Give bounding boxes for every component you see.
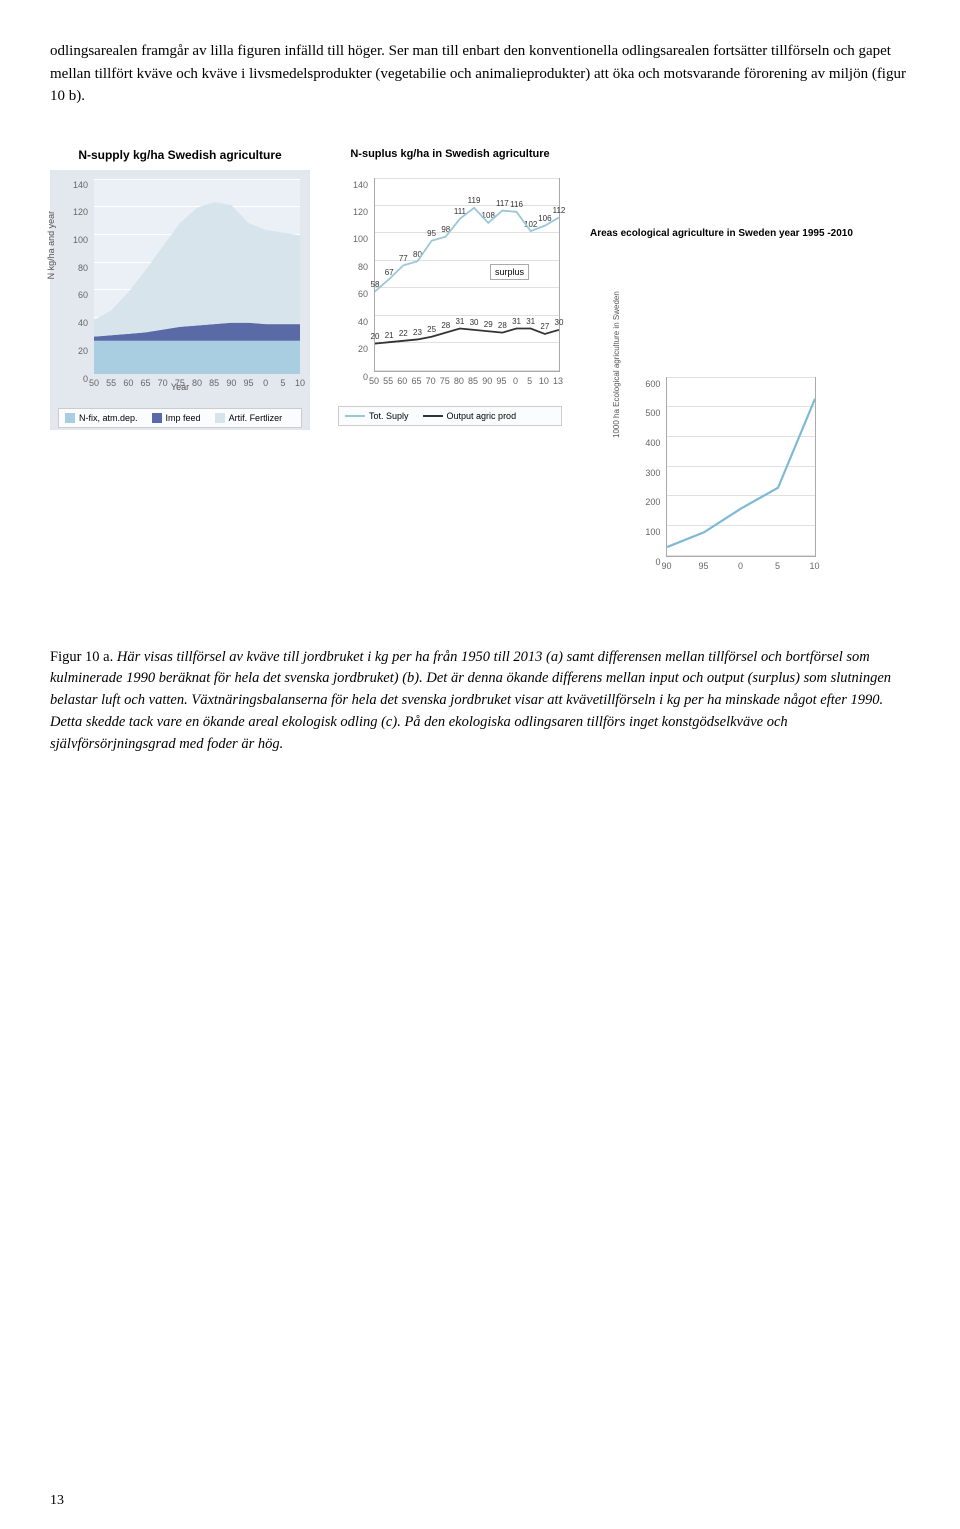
caption-lead: Figur 10 a. <box>50 649 113 665</box>
chart-b: N-suplus kg/ha in Swedish agriculture 58… <box>330 148 570 428</box>
chart-c-plot <box>666 377 816 557</box>
chart-c-yticks: 0100200300400500600 <box>616 377 662 557</box>
chart-c: Areas ecological agriculture in Sweden y… <box>590 148 853 597</box>
chart-c-title: Areas ecological agriculture in Sweden y… <box>590 228 853 239</box>
chart-a-yticks: 020406080100120140 <box>50 180 90 374</box>
chart-a-container: N kg/ha and year 020406080100120140 5055… <box>50 170 310 430</box>
chart-b-container: 5867778095981111191081171161021061122021… <box>330 168 570 428</box>
chart-b-yticks: 020406080100120140 <box>330 178 370 372</box>
chart-c-container: 1000 ha Ecological agriculture in Sweden… <box>616 367 826 597</box>
chart-a-plot <box>94 180 300 374</box>
body-paragraph: odlingsarealen framgår av lilla figuren … <box>50 40 910 108</box>
chart-a: N-supply kg/ha Swedish agriculture N kg/… <box>50 148 310 430</box>
chart-a-xlabel: Year <box>171 382 189 392</box>
figure-caption: Figur 10 a. Här visas tillförsel av kväv… <box>50 647 910 756</box>
page-number: 13 <box>50 1493 64 1509</box>
chart-a-legend: N-fix, atm.dep.Imp feedArtif. Fertlizer <box>58 408 302 428</box>
chart-b-title: N-suplus kg/ha in Swedish agriculture <box>350 148 549 160</box>
chart-a-title: N-supply kg/ha Swedish agriculture <box>78 148 281 162</box>
chart-b-legend: Tot. SuplyOutput agric prod <box>338 406 562 426</box>
chart-b-plot: 5867778095981111191081171161021061122021… <box>374 178 560 372</box>
charts-row: N-supply kg/ha Swedish agriculture N kg/… <box>50 148 910 597</box>
caption-body: Här visas tillförsel av kväve till jordb… <box>50 649 891 752</box>
